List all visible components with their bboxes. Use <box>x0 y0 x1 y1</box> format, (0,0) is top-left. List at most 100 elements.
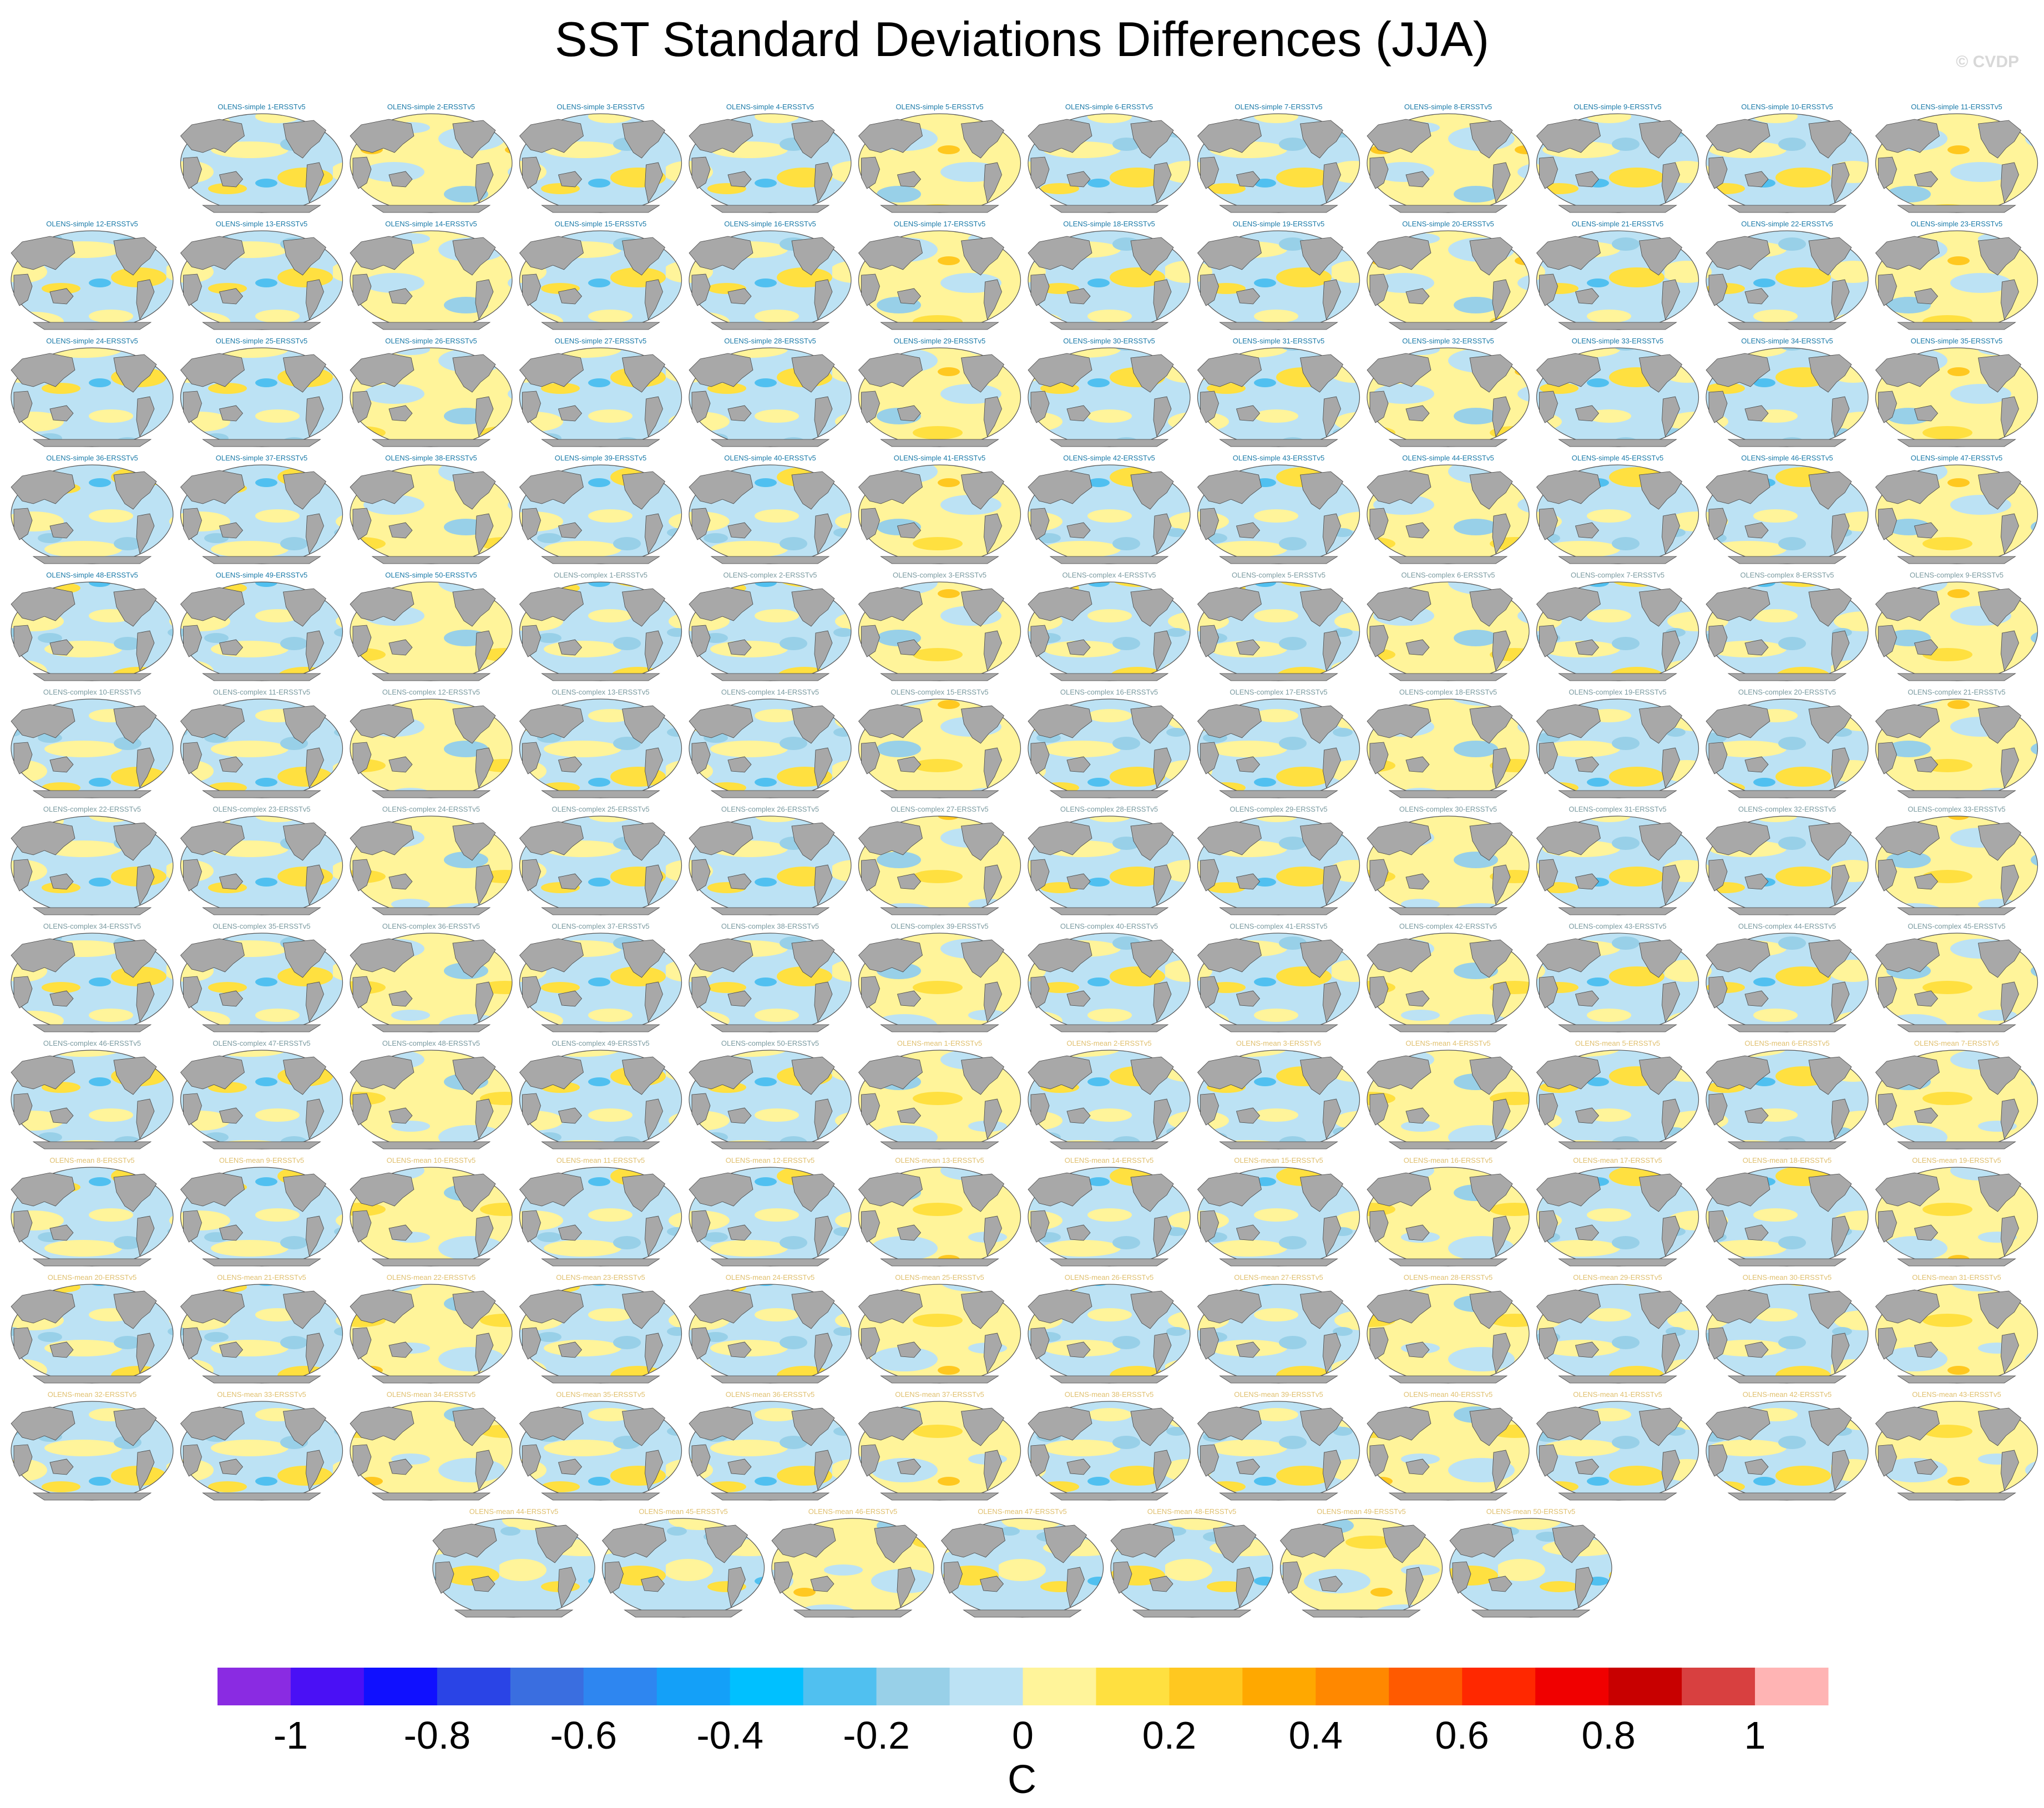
land-mass <box>984 1333 1002 1374</box>
land-mass <box>1323 279 1341 321</box>
land-mass <box>32 907 152 915</box>
map-panel: OLENS-complex 25-ERSSTv5 <box>519 805 682 915</box>
land-mass <box>1469 588 1513 627</box>
land-mass <box>1744 990 1769 1007</box>
land-mass <box>691 1444 711 1477</box>
land-mass <box>49 1107 74 1124</box>
map-panel: OLENS-simple 3-ERSSTv5 <box>519 103 682 213</box>
land-mass <box>1744 1341 1769 1358</box>
land-mass <box>1236 990 1261 1007</box>
panel-title: OLENS-complex 50-ERSSTv5 <box>721 1039 819 1047</box>
land-mass <box>1236 1224 1261 1241</box>
map-panel: OLENS-complex 4-ERSSTv5 <box>1028 571 1191 681</box>
land-mass <box>1219 205 1338 213</box>
land-mass <box>219 522 244 539</box>
panel-title: OLENS-simple 49-ERSSTv5 <box>216 571 307 579</box>
map-panel: OLENS-complex 49-ERSSTv5 <box>519 1039 682 1149</box>
panel-title: OLENS-mean 37-ERSSTv5 <box>895 1390 984 1399</box>
map-panel: OLENS-mean 38-ERSSTv5 <box>1028 1390 1191 1501</box>
land-mass <box>1727 1492 1847 1501</box>
land-mass <box>1492 1450 1511 1491</box>
map-panel: OLENS-complex 33-ERSSTv5 <box>1875 805 2038 915</box>
land-mass <box>475 396 494 438</box>
panel-title: OLENS-complex 36-ERSSTv5 <box>382 922 480 930</box>
land-mass <box>475 1333 494 1374</box>
land-mass <box>1388 322 1508 330</box>
land-mass <box>13 976 33 1009</box>
land-mass <box>1323 864 1341 906</box>
land-mass <box>1369 156 1389 189</box>
land-mass <box>1878 1327 1897 1360</box>
land-mass <box>522 1093 541 1126</box>
land-mass <box>1197 704 1262 738</box>
land-mass <box>645 1333 663 1374</box>
land-mass <box>1831 747 1850 789</box>
land-mass <box>1558 205 1677 213</box>
land-mass <box>219 756 244 773</box>
land-mass <box>1028 1406 1092 1441</box>
panel-title: OLENS-complex 43-ERSSTv5 <box>1569 922 1666 930</box>
land-mass <box>1300 1056 1344 1095</box>
land-mass <box>710 790 830 798</box>
land-mass <box>452 471 496 510</box>
land-mass <box>352 859 372 892</box>
land-mass <box>1744 171 1769 188</box>
map-panel: OLENS-complex 26-ERSSTv5 <box>689 805 852 915</box>
land-mass <box>388 639 413 656</box>
land-mass <box>1914 873 1939 890</box>
land-mass <box>1130 471 1174 510</box>
land-mass <box>1558 1141 1677 1149</box>
land-mass <box>1236 1567 1254 1608</box>
land-mass <box>1028 1172 1092 1207</box>
land-mass <box>219 171 244 188</box>
land-mass <box>180 119 245 153</box>
chart-title: SST Standard Deviations Differences (JJA… <box>554 12 1490 67</box>
panel-title: OLENS-simple 5-ERSSTv5 <box>895 103 983 111</box>
map-panel: OLENS-simple 7-ERSSTv5 <box>1197 103 1360 213</box>
land-mass <box>180 236 245 270</box>
land-mass <box>1978 354 2022 393</box>
land-mass <box>858 1055 923 1090</box>
panel-title: OLENS-complex 44-ERSSTv5 <box>1738 922 1836 930</box>
panel-title: OLENS-simple 1-ERSSTv5 <box>217 103 305 111</box>
map-panel: OLENS-mean 17-ERSSTv5 <box>1536 1156 1699 1267</box>
panel-title: OLENS-simple 38-ERSSTv5 <box>385 454 477 462</box>
land-mass <box>1367 119 1431 153</box>
land-mass <box>1200 156 1219 189</box>
panel-title: OLENS-mean 9-ERSSTv5 <box>219 1156 304 1164</box>
panel-title: OLENS-mean 25-ERSSTv5 <box>895 1273 984 1282</box>
map-panel: OLENS-simple 36-ERSSTv5 <box>11 454 174 564</box>
land-mass <box>961 471 1005 510</box>
panel-title: OLENS-simple 12-ERSSTv5 <box>46 220 138 228</box>
panel-title: OLENS-simple 4-ERSSTv5 <box>726 103 814 111</box>
land-mass <box>1978 588 2022 627</box>
map-panel: OLENS-simple 45-ERSSTv5 <box>1536 454 1699 564</box>
land-mass <box>352 1210 372 1243</box>
map-panel: OLENS-simple 18-ERSSTv5 <box>1028 220 1191 330</box>
land-mass <box>1369 976 1389 1009</box>
land-mass <box>558 1107 583 1124</box>
land-mass <box>1300 471 1344 510</box>
land-mass <box>1727 1258 1847 1267</box>
land-mass <box>814 981 833 1023</box>
map-panel: OLENS-simple 27-ERSSTv5 <box>519 337 682 447</box>
land-mass <box>1706 236 1770 270</box>
land-mass <box>352 1093 372 1126</box>
land-mass <box>1831 396 1850 438</box>
land-mass <box>350 821 414 855</box>
land-mass <box>1030 976 1050 1009</box>
land-mass <box>791 1290 835 1329</box>
land-mass <box>32 1024 152 1032</box>
panel-title: OLENS-simple 15-ERSSTv5 <box>555 220 646 228</box>
land-mass <box>452 237 496 276</box>
land-mass <box>475 1098 494 1140</box>
panel-title: OLENS-complex 42-ERSSTv5 <box>1399 922 1497 930</box>
land-mass <box>984 396 1002 438</box>
map-panel: OLENS-simple 50-ERSSTv5 <box>350 571 513 681</box>
panel-title: OLENS-mean 21-ERSSTv5 <box>217 1273 306 1282</box>
colorbar-tick-label: 0.2 <box>1142 1714 1196 1757</box>
panel-title: OLENS-mean 30-ERSSTv5 <box>1743 1273 1831 1282</box>
land-mass <box>1300 1290 1344 1329</box>
map-panel: OLENS-mean 40-ERSSTv5 <box>1367 1390 1530 1501</box>
land-mass <box>1369 1210 1389 1243</box>
